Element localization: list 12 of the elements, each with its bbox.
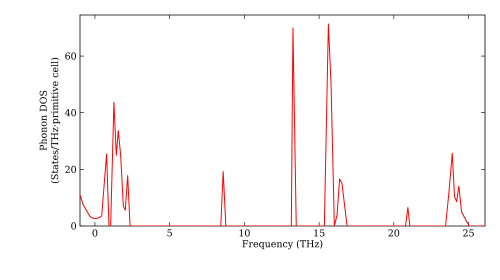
x-tick-label: 5	[167, 229, 172, 236]
y-tick-label: 20	[65, 166, 76, 173]
x-tick-label: 25	[463, 229, 474, 237]
y-axis-title: Phonon DOS (States/THz·primitive cell)	[39, 58, 60, 184]
x-tick-label: 20	[388, 229, 400, 237]
x-axis-title: Frequency (THz)	[242, 240, 322, 250]
x-tick-label: 0	[92, 229, 98, 237]
y-tick-label: 0	[71, 222, 76, 230]
x-tick-label: 10	[240, 229, 250, 237]
y-tick-label: 60	[65, 52, 76, 60]
x-tick-label: 15	[314, 229, 324, 237]
y-tick-label: 40	[64, 109, 76, 116]
